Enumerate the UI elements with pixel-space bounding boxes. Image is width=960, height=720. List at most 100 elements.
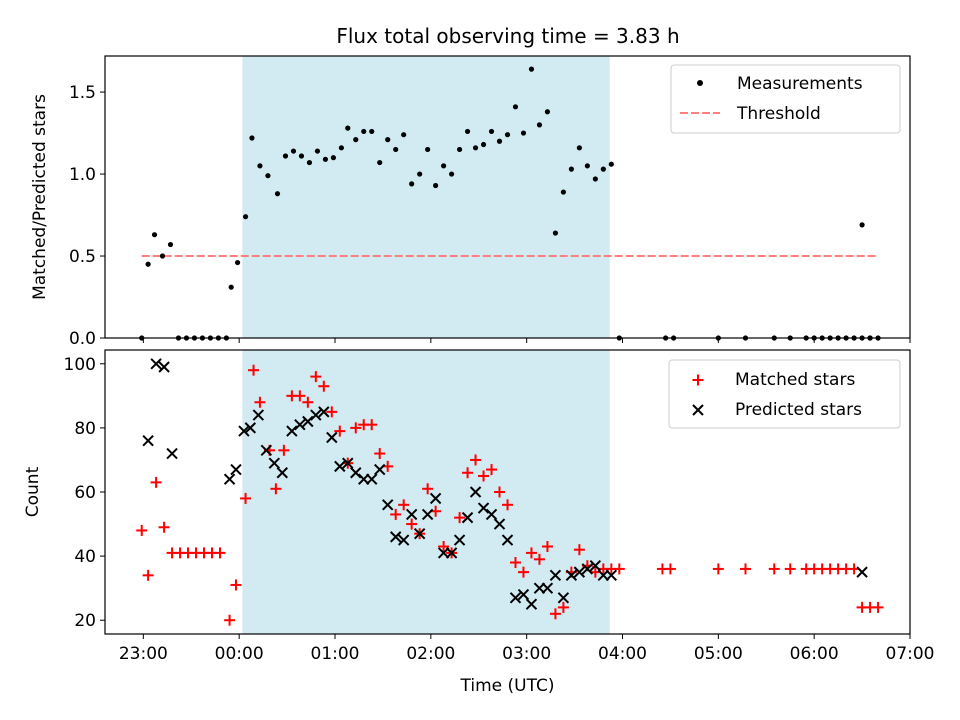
predicted-point — [413, 527, 426, 540]
predicted-point — [461, 511, 474, 524]
measurement-point — [145, 261, 151, 267]
predicted-point — [342, 457, 354, 469]
measurement-point — [274, 191, 281, 197]
matched-point — [136, 524, 148, 536]
predicted-point — [485, 508, 498, 521]
matched-point — [768, 563, 780, 575]
predicted-point — [405, 508, 418, 521]
predicted-point — [334, 460, 346, 473]
measurement-point — [464, 128, 471, 135]
x-marker-b — [517, 588, 530, 601]
x-tick-label: 03:00 — [502, 644, 551, 664]
observing-window-shade — [242, 56, 610, 338]
count-panel: 20 40 60 80 100 23:00 00:00 01:00 02:00 03:00 04:… — [23, 349, 935, 696]
matched-point — [454, 512, 466, 524]
matched-point — [334, 425, 346, 437]
matched-point — [224, 614, 236, 626]
ratio-y-tick-label: 0.0 — [69, 329, 96, 349]
measurement-point — [282, 153, 289, 159]
predicted-point — [366, 473, 378, 485]
matched-point — [494, 486, 506, 498]
measurement-point — [167, 241, 174, 248]
x-marker-b — [268, 457, 281, 469]
x-marker-b — [260, 444, 273, 457]
matched-point — [549, 608, 561, 620]
matched-point — [573, 544, 585, 556]
measurement-point — [345, 125, 351, 131]
x-marker-b — [509, 592, 522, 604]
matched-point — [613, 563, 625, 575]
measurement-point — [369, 128, 375, 135]
matched-point — [310, 371, 322, 383]
predicted-point — [397, 534, 410, 546]
x-tick-label: 04:00 — [598, 644, 647, 664]
predicted-point — [453, 534, 466, 546]
x-marker-b — [413, 527, 426, 540]
matched-point — [302, 396, 314, 408]
measurement-point — [608, 161, 614, 167]
ratio-legend-box — [670, 64, 901, 134]
x-marker-b — [405, 508, 418, 521]
x-marker-b — [445, 547, 458, 559]
measurement-point — [417, 171, 423, 177]
predicted-point — [326, 431, 338, 444]
predicted-point — [605, 569, 618, 582]
matched-point — [248, 364, 260, 376]
measurement-point — [512, 104, 519, 110]
observing-window-shade — [242, 350, 610, 634]
matched-point — [150, 476, 162, 488]
measurement-point — [409, 181, 415, 187]
x-tick-label: 00:00 — [215, 644, 264, 664]
predicted-point — [223, 473, 236, 485]
x-tick-label: 02:00 — [406, 644, 455, 664]
predicted-point — [581, 563, 594, 575]
matched-point — [438, 540, 450, 552]
measurement-point — [544, 109, 551, 115]
measurement-point — [600, 166, 606, 172]
predicted-point — [541, 582, 554, 594]
x-marker-b — [429, 492, 442, 505]
matched-point — [739, 563, 751, 575]
matched-point — [557, 601, 569, 613]
x-marker-b — [350, 467, 362, 479]
measurement-point — [433, 182, 439, 189]
x-tick-label: 01:00 — [311, 644, 360, 664]
matched-point — [509, 557, 521, 569]
x-marker-b — [525, 598, 538, 610]
legend-measurements-label: Measurements — [737, 74, 863, 94]
predicted-point — [525, 598, 538, 610]
predicted-point — [549, 569, 562, 582]
measurement-point — [322, 156, 329, 162]
legend-matched-label: Matched stars — [735, 370, 855, 390]
measurement-point — [584, 163, 590, 169]
predicted-point — [429, 492, 442, 505]
measurement-point — [504, 132, 511, 138]
measurement-point — [361, 128, 367, 135]
predicted-point — [382, 499, 394, 511]
ratio-y-tick-label: 1.5 — [69, 83, 96, 103]
x-marker-b — [342, 457, 354, 469]
matched-point — [462, 467, 474, 479]
measurement-point — [441, 163, 447, 169]
predicted-point — [260, 444, 273, 457]
legend-predicted-label: Predicted stars — [735, 400, 862, 420]
measurement-point — [536, 122, 543, 128]
matched-point — [398, 499, 410, 511]
measurement-point — [338, 145, 344, 151]
measurement-point — [228, 284, 234, 290]
matched-point — [270, 483, 282, 495]
predicted-point — [268, 457, 281, 469]
matched-point — [318, 380, 330, 392]
measurement-point — [448, 171, 455, 177]
x-marker-b — [549, 569, 562, 582]
measurement-point — [265, 173, 271, 179]
matched-point — [278, 444, 290, 456]
x-marker-b — [856, 566, 868, 578]
count-legend: Matched stars Predicted stars — [668, 359, 901, 429]
x-marker-b — [605, 569, 618, 582]
measurement-point — [401, 132, 407, 138]
x-marker-b — [142, 435, 154, 447]
chart-title: Flux total observing time = 3.83 h — [336, 24, 679, 48]
x-marker-b — [326, 431, 338, 444]
